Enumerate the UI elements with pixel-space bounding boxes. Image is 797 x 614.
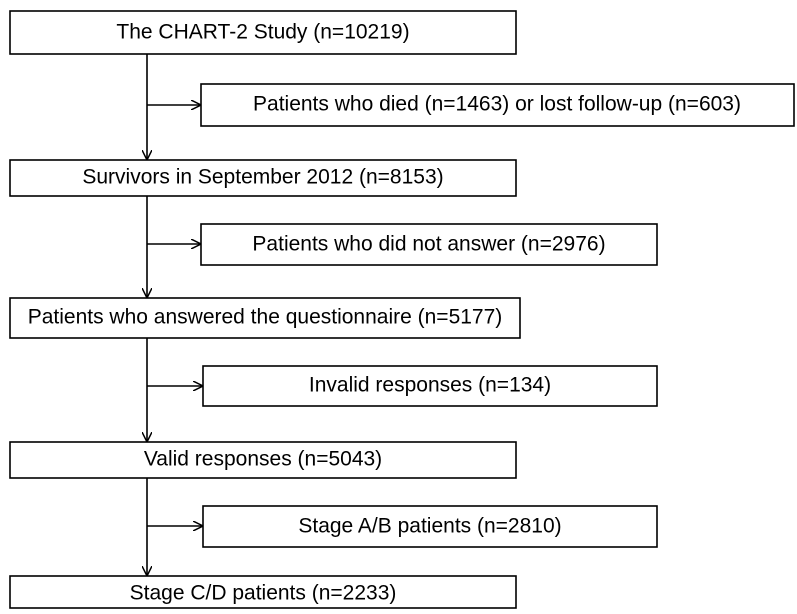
exclusion-label: Patients who did not answer (n=2976) bbox=[252, 233, 605, 256]
main-label: Stage C/D patients (n=2233) bbox=[130, 582, 397, 605]
exclusion-box bbox=[202, 505, 658, 548]
exclusion-box bbox=[200, 223, 658, 266]
exclusion-label: Stage A/B patients (n=2810) bbox=[298, 515, 561, 538]
main-box bbox=[9, 297, 521, 339]
main-label: Valid responses (n=5043) bbox=[144, 448, 382, 471]
main-label: Survivors in September 2012 (n=8153) bbox=[82, 166, 443, 189]
main-box bbox=[9, 10, 517, 55]
main-label: The CHART-2 Study (n=10219) bbox=[116, 21, 409, 44]
main-label: Patients who answered the questionnaire … bbox=[28, 306, 503, 329]
main-box bbox=[9, 441, 517, 479]
main-box bbox=[9, 159, 517, 197]
exclusion-box bbox=[200, 83, 795, 127]
exclusion-label: Patients who died (n=1463) or lost follo… bbox=[253, 93, 741, 116]
exclusion-label: Invalid responses (n=134) bbox=[309, 374, 551, 397]
exclusion-box bbox=[202, 365, 658, 407]
main-box bbox=[9, 575, 517, 609]
